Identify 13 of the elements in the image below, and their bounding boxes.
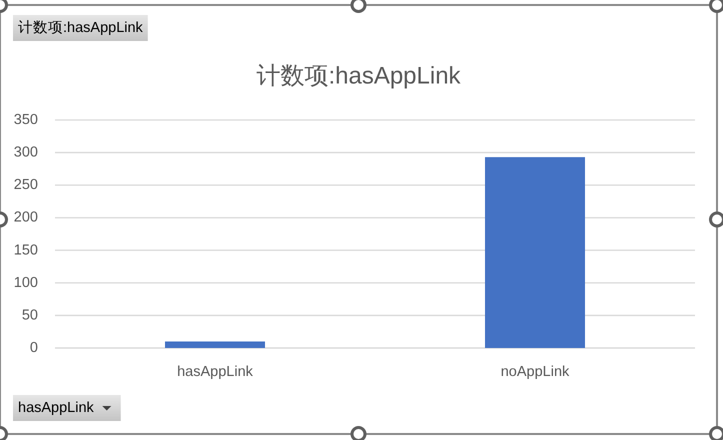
- title: 计数项:hasAppLink: [256, 62, 461, 90]
- field-button: 计数项:hasAppLink: [13, 15, 148, 41]
- y-tick-label: 350: [14, 112, 38, 128]
- x-tick-label: noAppLink: [500, 364, 570, 380]
- field-button: hasAppLink: [13, 395, 121, 421]
- y-tick-label: 250: [14, 177, 38, 194]
- y-tick-label: 150: [14, 242, 38, 258]
- y-tick-label: 300: [14, 144, 38, 161]
- y-tick-label: 0: [30, 340, 38, 356]
- x-tick-label: hasAppLink: [177, 364, 253, 380]
- y-tick-label: 50: [22, 307, 38, 324]
- y-tick-label: 100: [14, 274, 38, 291]
- y-tick-label: 200: [14, 210, 38, 226]
